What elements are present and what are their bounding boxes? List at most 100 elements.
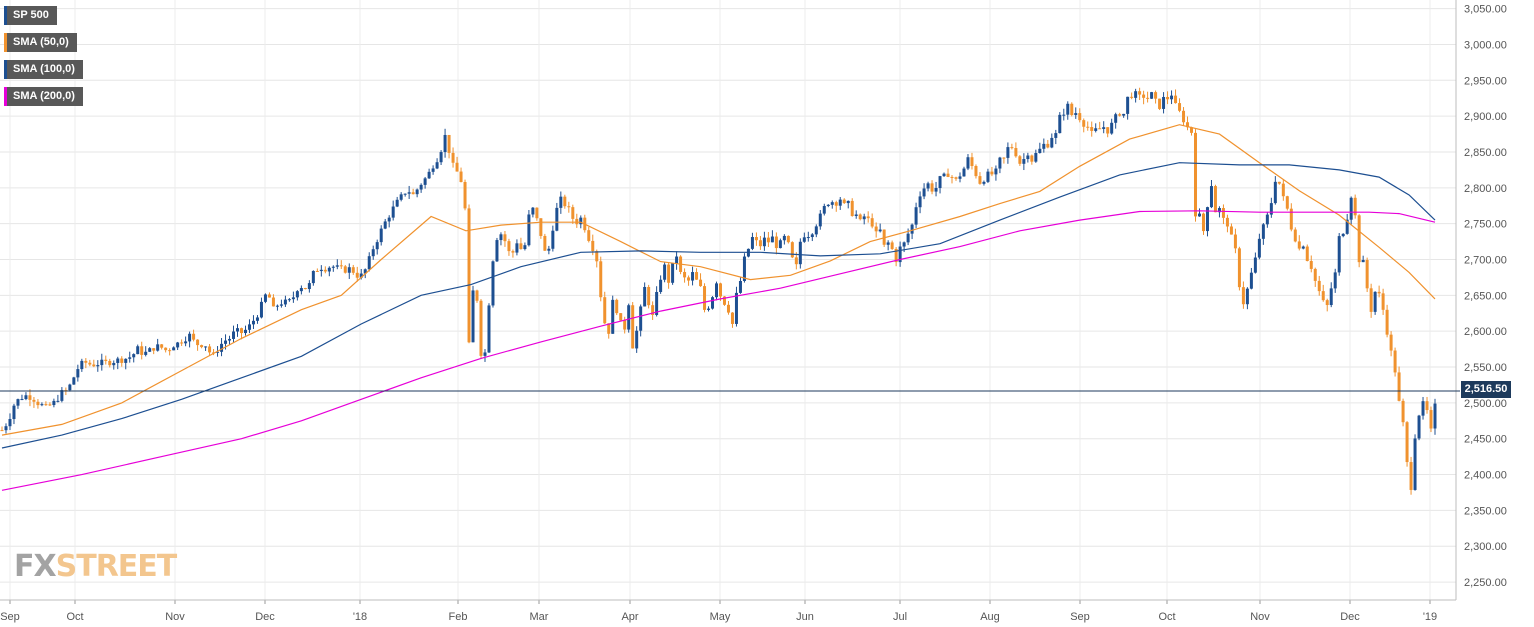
candle-body xyxy=(1301,246,1305,249)
legend-item-sma50[interactable]: SMA (50,0) xyxy=(4,33,83,52)
candle-body xyxy=(715,283,719,298)
candle-body xyxy=(495,240,499,262)
candle-body xyxy=(88,362,92,365)
candle-body xyxy=(1086,126,1090,128)
logo-fx: FX xyxy=(14,549,57,584)
legend-item-sma100[interactable]: SMA (100,0) xyxy=(4,60,83,79)
candle-body xyxy=(1070,103,1074,115)
candle-body xyxy=(990,171,994,175)
candle-body xyxy=(1293,229,1297,242)
legend-label: SMA (200,0) xyxy=(7,87,83,106)
candle-body xyxy=(914,207,918,225)
candle-body xyxy=(1174,95,1178,104)
candle-body xyxy=(734,292,738,324)
candle-body xyxy=(778,240,782,249)
candle-body xyxy=(543,235,547,251)
candle-body xyxy=(531,207,535,215)
candle-body xyxy=(982,181,986,184)
sma-50-line xyxy=(1,124,1436,436)
candle-body xyxy=(1090,127,1094,131)
candle-body xyxy=(615,299,619,314)
candle-body xyxy=(307,283,311,290)
candle-body xyxy=(1102,127,1106,129)
candle-body xyxy=(1046,143,1050,148)
candle-body xyxy=(830,202,834,205)
candle-body xyxy=(854,214,858,216)
candle-body xyxy=(164,347,168,351)
legend-item-sp500[interactable]: SP 500 xyxy=(4,6,83,25)
candle-body xyxy=(730,312,734,324)
candle-body xyxy=(399,194,403,200)
x-tick-label: May xyxy=(710,611,731,623)
candle-body xyxy=(339,265,343,267)
candle-body xyxy=(842,199,846,204)
x-tick-label: Nov xyxy=(1250,611,1270,623)
candle-body xyxy=(1142,94,1146,98)
candle-body xyxy=(1106,127,1110,134)
candle-body xyxy=(367,256,371,270)
y-tick-label: 2,950.00 xyxy=(1464,75,1507,87)
y-tick-label: 2,450.00 xyxy=(1464,434,1507,446)
candle-body xyxy=(675,256,679,264)
x-tick-label: '18 xyxy=(353,611,367,623)
candle-body xyxy=(1285,196,1289,209)
candle-body xyxy=(762,237,766,247)
candle-body xyxy=(994,168,998,175)
candle-body xyxy=(926,183,930,189)
candle-body xyxy=(1182,110,1186,123)
x-tick-label: Apr xyxy=(621,611,638,623)
candle-body xyxy=(918,196,922,208)
logo-street: STREET xyxy=(55,549,178,584)
candle-body xyxy=(950,176,954,178)
sma-100-line xyxy=(1,162,1436,449)
candle-body xyxy=(1006,147,1010,158)
candle-body xyxy=(1329,288,1333,306)
candle-body xyxy=(1257,238,1261,258)
candle-body xyxy=(48,404,52,406)
candle-body xyxy=(16,399,20,406)
candle-body xyxy=(168,350,172,352)
y-tick-label: 2,850.00 xyxy=(1464,147,1507,159)
candle-body xyxy=(1122,113,1126,116)
candle-body xyxy=(1010,147,1014,149)
x-tick-label: Nov xyxy=(165,611,185,623)
candle-body xyxy=(1305,246,1309,262)
x-tick-label: Mar xyxy=(530,611,549,623)
candle-body xyxy=(1126,96,1130,114)
candle-body xyxy=(591,240,595,252)
candle-body xyxy=(124,358,128,363)
y-tick-label: 2,250.00 xyxy=(1464,577,1507,589)
legend-item-sma200[interactable]: SMA (200,0) xyxy=(4,87,83,106)
candle-body xyxy=(738,280,742,293)
candle-body xyxy=(611,299,615,334)
candle-body xyxy=(962,168,966,177)
candle-body xyxy=(196,339,200,346)
candle-body xyxy=(954,177,958,179)
candle-body xyxy=(275,305,279,307)
candle-body xyxy=(1269,203,1273,215)
candle-body xyxy=(938,176,942,189)
candle-body xyxy=(267,294,271,298)
candle-body xyxy=(463,182,467,209)
candle-body xyxy=(12,405,16,420)
candle-body xyxy=(391,206,395,218)
candle-body xyxy=(1018,156,1022,164)
candle-body xyxy=(255,317,259,321)
candle-body xyxy=(1094,128,1098,131)
candle-body xyxy=(575,218,579,225)
candle-body xyxy=(455,162,459,172)
x-tick-label: Dec xyxy=(1340,611,1360,623)
candle-body xyxy=(782,235,786,241)
candle-body xyxy=(1397,372,1401,401)
candle-body xyxy=(647,286,651,306)
x-tick-label: Sep xyxy=(1070,611,1090,623)
candle-body xyxy=(1130,96,1134,98)
candle-body xyxy=(60,390,64,401)
candle-body xyxy=(96,365,100,367)
candle-body xyxy=(802,237,806,242)
candle-body xyxy=(220,343,224,352)
candle-body xyxy=(467,208,471,343)
candle-body xyxy=(287,299,291,301)
candle-body xyxy=(906,233,910,243)
candle-body xyxy=(1217,208,1221,213)
